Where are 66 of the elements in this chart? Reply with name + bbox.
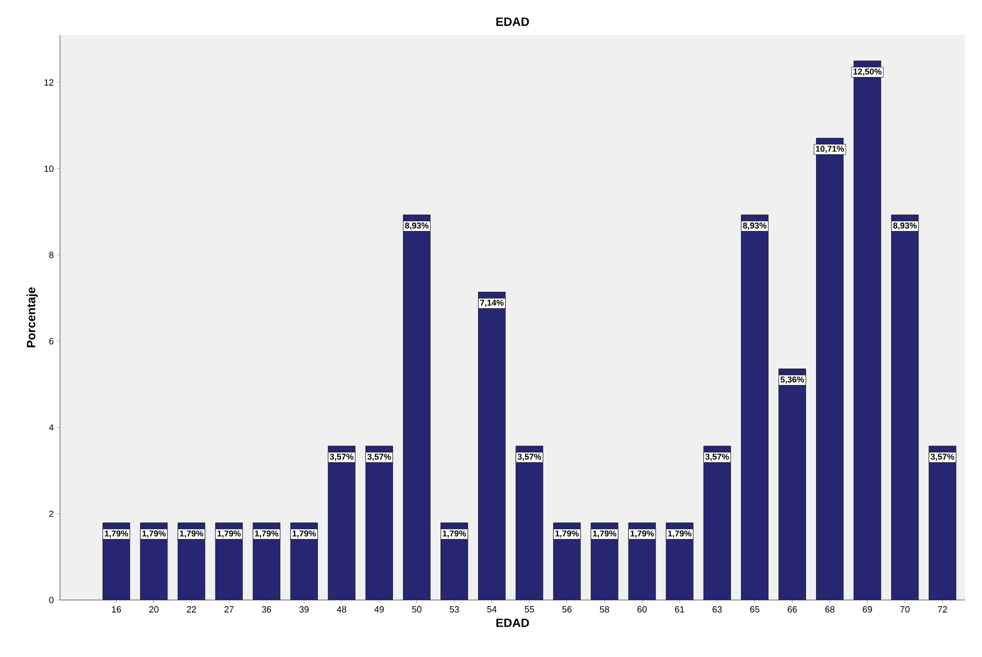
- bar: [816, 138, 844, 600]
- data-label: 1,79%: [142, 530, 166, 538]
- bar: [403, 214, 430, 600]
- chart-title: EDAD: [496, 18, 529, 26]
- data-label: 5,36%: [780, 376, 804, 384]
- data-label: 1,79%: [593, 530, 616, 538]
- y-axis-title: Porcentaje: [26, 287, 38, 348]
- x-tick-label: 56: [562, 606, 572, 613]
- data-label: 1,79%: [218, 530, 241, 538]
- data-label: 3,57%: [705, 454, 729, 461]
- x-tick-label: 54: [487, 606, 497, 612]
- x-tick-label: 49: [374, 606, 384, 613]
- data-label: 3,57%: [518, 454, 542, 461]
- x-tick-label: 63: [712, 606, 722, 613]
- y-tick-label: 6: [49, 338, 54, 344]
- data-label: 1,79%: [668, 530, 692, 538]
- data-label: 1,79%: [442, 530, 466, 538]
- data-label: 3,57%: [930, 454, 954, 461]
- x-tick-label: 69: [862, 606, 872, 613]
- y-tick-label: 4: [49, 424, 54, 431]
- x-tick-label: 48: [336, 606, 346, 613]
- x-tick-label: 72: [938, 606, 948, 612]
- data-label: 1,79%: [630, 530, 654, 538]
- y-tick-label: 2: [49, 510, 54, 517]
- bar: [478, 292, 506, 600]
- x-tick-label: 60: [638, 606, 647, 613]
- bar: [704, 446, 731, 600]
- data-label: 10,71%: [816, 146, 844, 153]
- data-label: 8,93%: [742, 222, 767, 230]
- x-tick-label: 50: [412, 606, 422, 613]
- data-label: 8,93%: [405, 222, 429, 230]
- data-label: 1,79%: [292, 530, 316, 538]
- x-tick-label: 53: [450, 606, 459, 613]
- x-tick-label: 55: [524, 606, 534, 612]
- x-tick-label: 58: [600, 606, 610, 613]
- data-label: 3,57%: [330, 454, 354, 461]
- x-tick-label: 61: [675, 606, 684, 613]
- data-label: 1,79%: [104, 530, 128, 538]
- x-tick-label: 39: [299, 606, 309, 613]
- bar: [778, 368, 806, 600]
- bar: [891, 214, 918, 600]
- bar: [366, 446, 393, 600]
- data-label: 1,79%: [180, 530, 204, 538]
- bar: [516, 446, 543, 600]
- data-label: 7,14%: [480, 300, 504, 307]
- data-label: 1,79%: [555, 530, 579, 538]
- y-tick-label: 0: [49, 596, 54, 604]
- data-label: 1,79%: [255, 530, 278, 538]
- x-tick-label: 68: [825, 606, 834, 613]
- x-tick-label: 20: [149, 606, 159, 613]
- y-tick-label: 12: [44, 79, 54, 86]
- data-label: 8,93%: [893, 222, 917, 230]
- x-tick-label: 70: [900, 606, 910, 613]
- data-label: 12,50%: [854, 68, 882, 76]
- bar: [741, 214, 768, 600]
- x-tick-label: 16: [112, 606, 121, 613]
- x-tick-label: 36: [262, 606, 272, 613]
- y-tick-label: 8: [49, 252, 54, 258]
- x-axis-title: EDAD: [496, 618, 529, 627]
- x-tick-label: 22: [186, 606, 196, 612]
- bar: [328, 446, 356, 600]
- x-tick-label: 27: [224, 606, 234, 612]
- data-label: 3,57%: [367, 454, 391, 461]
- x-tick-label: 66: [788, 606, 797, 613]
- y-tick-label: 10: [44, 166, 54, 172]
- x-tick-label: 65: [750, 606, 760, 613]
